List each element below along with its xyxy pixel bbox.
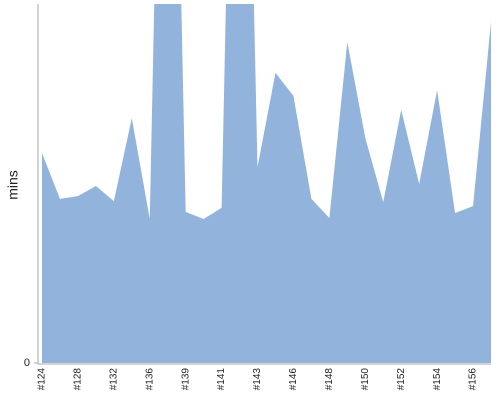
x-tick-label: #152 [396, 368, 407, 391]
y-tick-label: 0 [24, 357, 30, 369]
x-tick-label: #136 [144, 368, 155, 391]
plot-area [42, 4, 491, 363]
x-tick-label: #143 [252, 368, 263, 391]
x-tick-label: #146 [288, 368, 299, 391]
area [42, 4, 491, 363]
y-axis-label: mins [5, 170, 21, 200]
x-tick-label: #150 [360, 368, 371, 391]
x-tick-label: #148 [324, 368, 335, 391]
x-tick-label: #154 [432, 368, 443, 391]
x-tick-label: #124 [37, 368, 48, 391]
x-tick-label: #141 [216, 368, 227, 391]
x-tick-label: #139 [180, 368, 191, 391]
x-tick-label: #132 [108, 368, 119, 391]
x-tick-label: #156 [468, 368, 479, 391]
x-tick-label: #128 [73, 368, 84, 391]
